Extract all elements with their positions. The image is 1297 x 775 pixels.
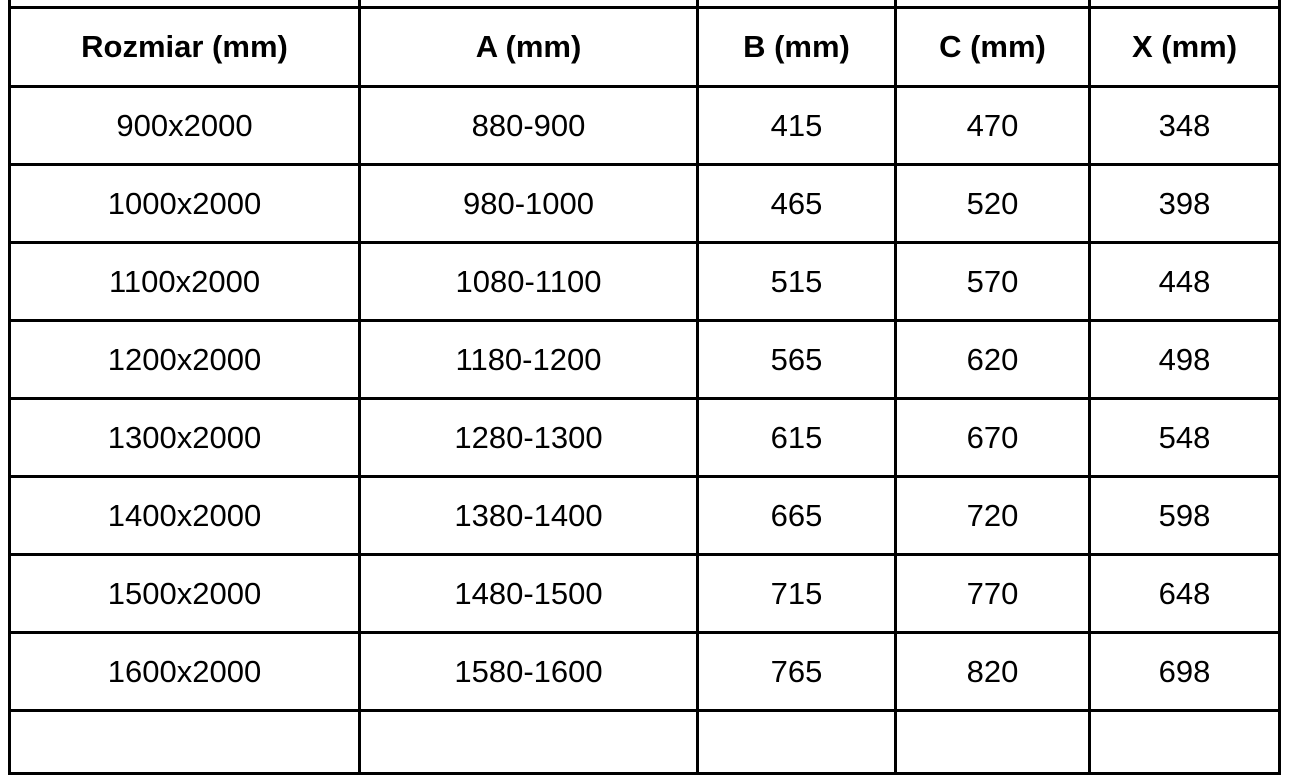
cell-c: 620 bbox=[894, 319, 1091, 400]
cell-b: 415 bbox=[696, 85, 897, 166]
cell-a: 1180-1200 bbox=[358, 319, 699, 400]
cell-a: 1380-1400 bbox=[358, 475, 699, 556]
cell-rozmiar: 1300x2000 bbox=[8, 397, 361, 478]
cell-rozmiar: 1500x2000 bbox=[8, 553, 361, 634]
cut-row-top-cell-b bbox=[696, 0, 897, 9]
cell-c: 770 bbox=[894, 553, 1091, 634]
cell-c: 720 bbox=[894, 475, 1091, 556]
cell-rozmiar: 1200x2000 bbox=[8, 319, 361, 400]
cut-row-bottom bbox=[8, 709, 1281, 775]
cell-x: 648 bbox=[1088, 553, 1281, 634]
cell-b: 565 bbox=[696, 319, 897, 400]
cell-x: 548 bbox=[1088, 397, 1281, 478]
cell-a: 1080-1100 bbox=[358, 241, 699, 322]
cut-row-top bbox=[8, 0, 1281, 9]
dimensions-table: Rozmiar (mm) A (mm) B (mm) C (mm) X (mm) 900… bbox=[8, 0, 1281, 775]
table-row: 900x2000 880-900 415 470 348 bbox=[8, 85, 1281, 166]
column-header-x: X (mm) bbox=[1088, 6, 1281, 88]
cell-x: 598 bbox=[1088, 475, 1281, 556]
cell-c: 470 bbox=[894, 85, 1091, 166]
cell-x: 398 bbox=[1088, 163, 1281, 244]
cell-c: 570 bbox=[894, 241, 1091, 322]
cell-a: 1280-1300 bbox=[358, 397, 699, 478]
cell-b: 765 bbox=[696, 631, 897, 712]
table-row: 1600x2000 1580-1600 765 820 698 bbox=[8, 631, 1281, 712]
cell-b: 465 bbox=[696, 163, 897, 244]
cut-row-bottom-cell-rozmiar bbox=[8, 709, 361, 775]
cell-c: 820 bbox=[894, 631, 1091, 712]
cut-row-bottom-cell-b bbox=[696, 709, 897, 775]
table-row: 1500x2000 1480-1500 715 770 648 bbox=[8, 553, 1281, 634]
table-row: 1000x2000 980-1000 465 520 398 bbox=[8, 163, 1281, 244]
cut-row-top-cell-rozmiar bbox=[8, 0, 361, 9]
cut-row-bottom-cell-a bbox=[358, 709, 699, 775]
cell-a: 880-900 bbox=[358, 85, 699, 166]
cell-a: 980-1000 bbox=[358, 163, 699, 244]
table-row: 1200x2000 1180-1200 565 620 498 bbox=[8, 319, 1281, 400]
column-header-c: C (mm) bbox=[894, 6, 1091, 88]
column-header-rozmiar: Rozmiar (mm) bbox=[8, 6, 361, 88]
cut-row-bottom-cell-c bbox=[894, 709, 1091, 775]
cell-rozmiar: 1400x2000 bbox=[8, 475, 361, 556]
header-row: Rozmiar (mm) A (mm) B (mm) C (mm) X (mm) bbox=[8, 6, 1281, 88]
column-header-a: A (mm) bbox=[358, 6, 699, 88]
column-header-b: B (mm) bbox=[696, 6, 897, 88]
cut-row-top-cell-c bbox=[894, 0, 1091, 9]
cell-rozmiar: 1000x2000 bbox=[8, 163, 361, 244]
cell-rozmiar: 1600x2000 bbox=[8, 631, 361, 712]
cell-c: 670 bbox=[894, 397, 1091, 478]
cut-row-bottom-cell-x bbox=[1088, 709, 1281, 775]
table-row: 1100x2000 1080-1100 515 570 448 bbox=[8, 241, 1281, 322]
cell-b: 615 bbox=[696, 397, 897, 478]
cut-row-top-cell-a bbox=[358, 0, 699, 9]
cell-rozmiar: 900x2000 bbox=[8, 85, 361, 166]
table-row: 1400x2000 1380-1400 665 720 598 bbox=[8, 475, 1281, 556]
cell-b: 515 bbox=[696, 241, 897, 322]
cut-row-top-cell-x bbox=[1088, 0, 1281, 9]
cell-a: 1480-1500 bbox=[358, 553, 699, 634]
table-body: 900x2000 880-900 415 470 348 1000x2000 980-100… bbox=[8, 85, 1281, 712]
cell-x: 498 bbox=[1088, 319, 1281, 400]
cell-b: 665 bbox=[696, 475, 897, 556]
cell-x: 348 bbox=[1088, 85, 1281, 166]
cell-x: 698 bbox=[1088, 631, 1281, 712]
cell-rozmiar: 1100x2000 bbox=[8, 241, 361, 322]
cell-b: 715 bbox=[696, 553, 897, 634]
cell-c: 520 bbox=[894, 163, 1091, 244]
table-row: 1300x2000 1280-1300 615 670 548 bbox=[8, 397, 1281, 478]
cell-x: 448 bbox=[1088, 241, 1281, 322]
cell-a: 1580-1600 bbox=[358, 631, 699, 712]
